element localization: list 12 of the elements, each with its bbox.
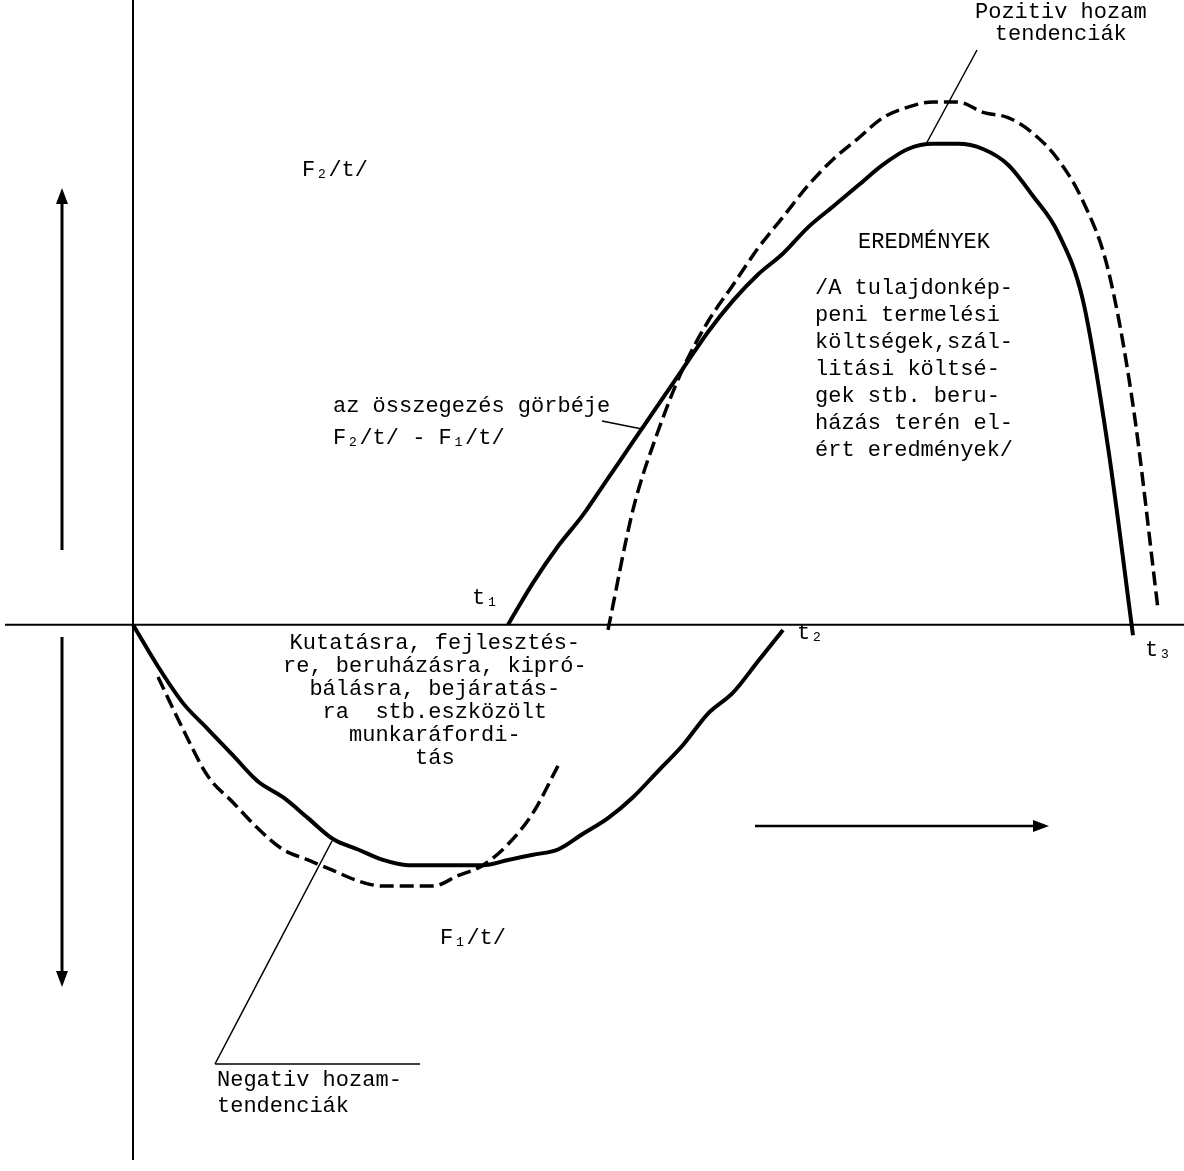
annotation: Kutatásra, fejlesztés- re, beruházásra, kipró- bálásra, bejáratás- ra stb.eszközölt munkaráfordi- tás [283,631,587,771]
text: Pozitiv hozam tendenciák [975,0,1147,47]
annotation: F₂/t/ - F₁/t/ [333,426,505,451]
text: Negativ hozam- tendenciák [217,1068,402,1120]
annotation: t₂ [797,621,824,646]
annotation: F₂/t/ [302,158,369,183]
annotation: t₃ [1145,638,1172,663]
text: F₁/t/ [440,926,507,951]
annotation: EREDMÉNYEK [858,230,991,255]
annotation: az összegezés görbéje [333,394,611,419]
annotation: t₁ [472,586,499,611]
annotation: /A tulajdonkép- peni termelési költségek,szál- litási költsé- gek stb. beru- házás terén el- ért eredmények/ [815,275,1014,464]
